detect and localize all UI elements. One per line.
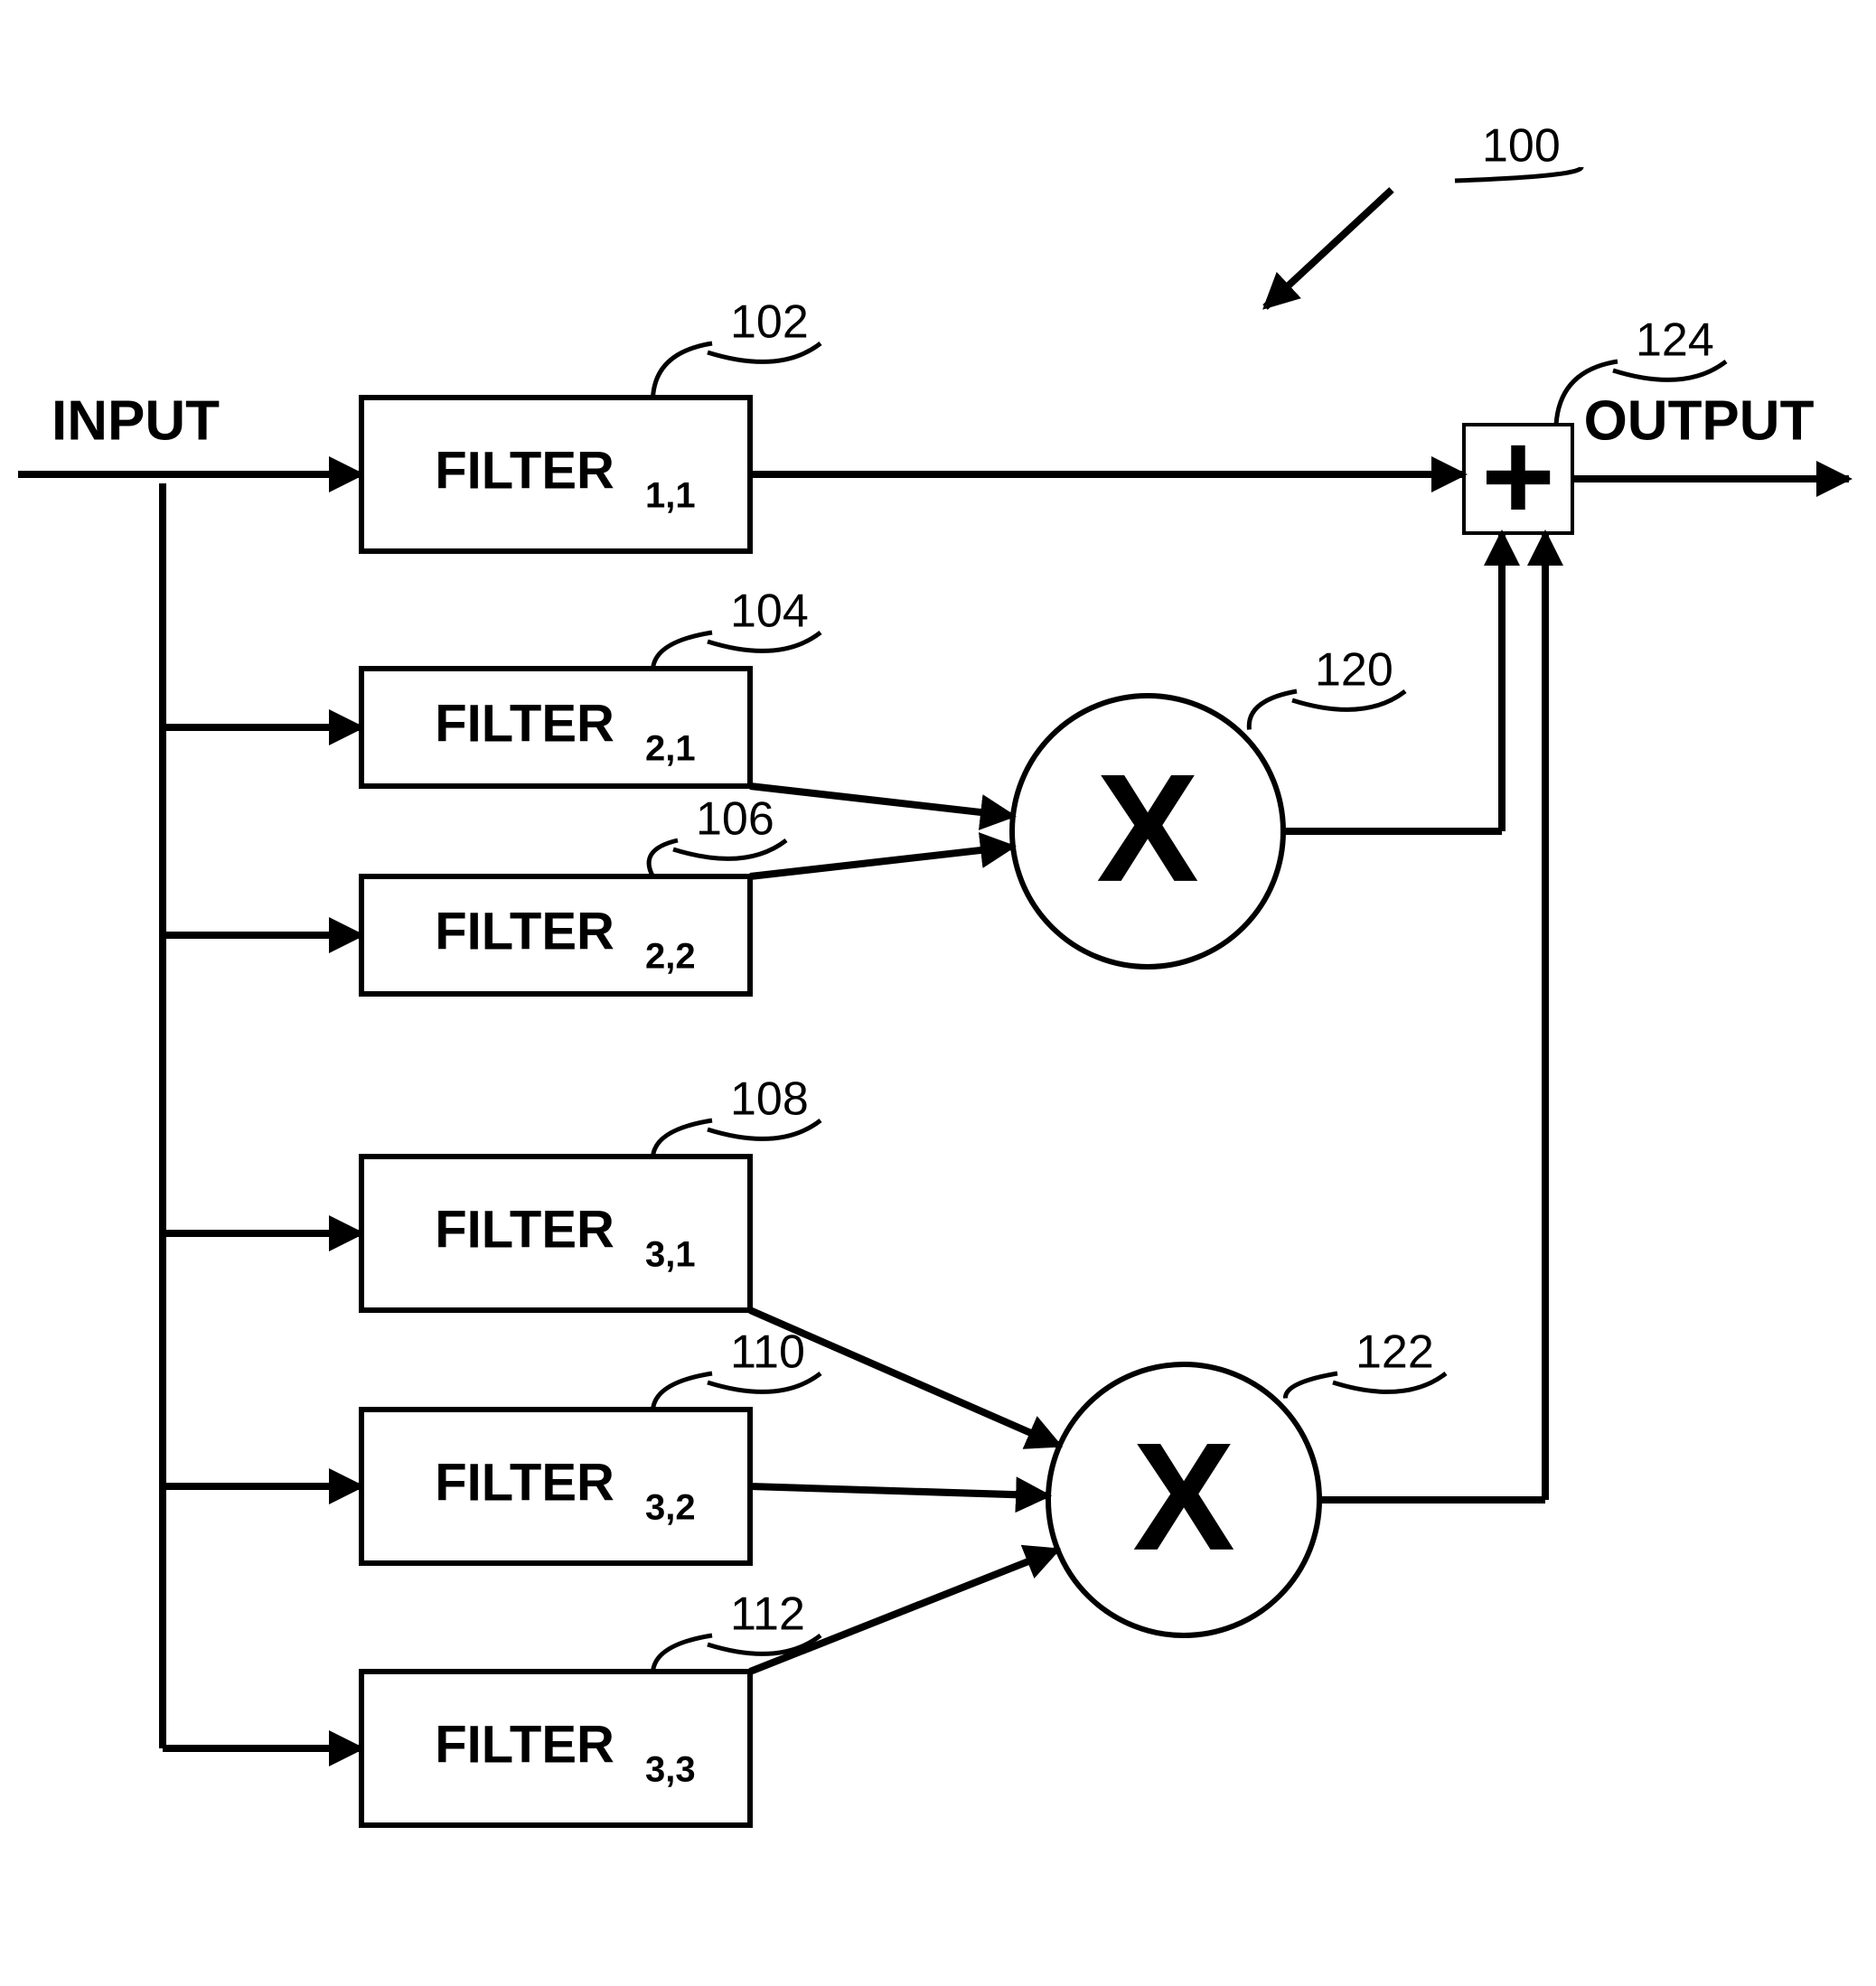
ref-106: 106: [696, 793, 774, 846]
ref-124: 124: [1636, 314, 1714, 367]
ref-112: 112: [730, 1588, 805, 1641]
block-diagram: INPUT FILTER 1,1 102 FILTER 2,1 104 FILTER 2,2 10…: [0, 0, 1876, 1986]
ref-120: 120: [1315, 644, 1393, 697]
ref-leader: [653, 1635, 713, 1672]
ref-102: 102: [730, 296, 809, 349]
ref-108: 108: [730, 1073, 809, 1126]
ref-leader: [653, 1120, 713, 1157]
multiply-icon: X: [1132, 1411, 1234, 1583]
ref-leader: [649, 840, 678, 876]
filter-subscript: 2,1: [645, 729, 696, 769]
ref-122: 122: [1355, 1326, 1434, 1379]
filter-label: FILTER: [435, 1715, 614, 1774]
ref-100: 100: [1482, 120, 1561, 173]
filter-label: FILTER: [435, 902, 614, 960]
filter-subscript: 3,3: [645, 1750, 696, 1790]
ref-leader: [653, 632, 713, 669]
f32-to-m2: [750, 1486, 1048, 1495]
multiply-icon: X: [1096, 743, 1198, 914]
f22-to-m1: [750, 847, 1013, 876]
filter-label: FILTER: [435, 1453, 614, 1512]
filter-subscript: 3,2: [645, 1488, 696, 1528]
filter-label: FILTER: [435, 1200, 614, 1259]
ref-leader: [1249, 691, 1297, 730]
filter-subscript: 3,1: [645, 1235, 696, 1275]
ref-100-arrow: [1265, 190, 1392, 307]
output-label: OUTPUT: [1584, 389, 1815, 452]
f21-to-m1: [750, 786, 1013, 816]
plus-icon: +: [1481, 405, 1555, 547]
ref-104: 104: [730, 585, 809, 638]
ref-leader: [1285, 1373, 1337, 1399]
input-label: INPUT: [52, 389, 220, 452]
filter-label: FILTER: [435, 441, 614, 500]
filter-label: FILTER: [435, 694, 614, 753]
ref-leader: [653, 1373, 713, 1410]
ref-110: 110: [730, 1326, 805, 1379]
filter-subscript: 1,1: [645, 476, 696, 516]
filter-subscript: 2,2: [645, 937, 696, 977]
ref-leader: [653, 343, 713, 398]
